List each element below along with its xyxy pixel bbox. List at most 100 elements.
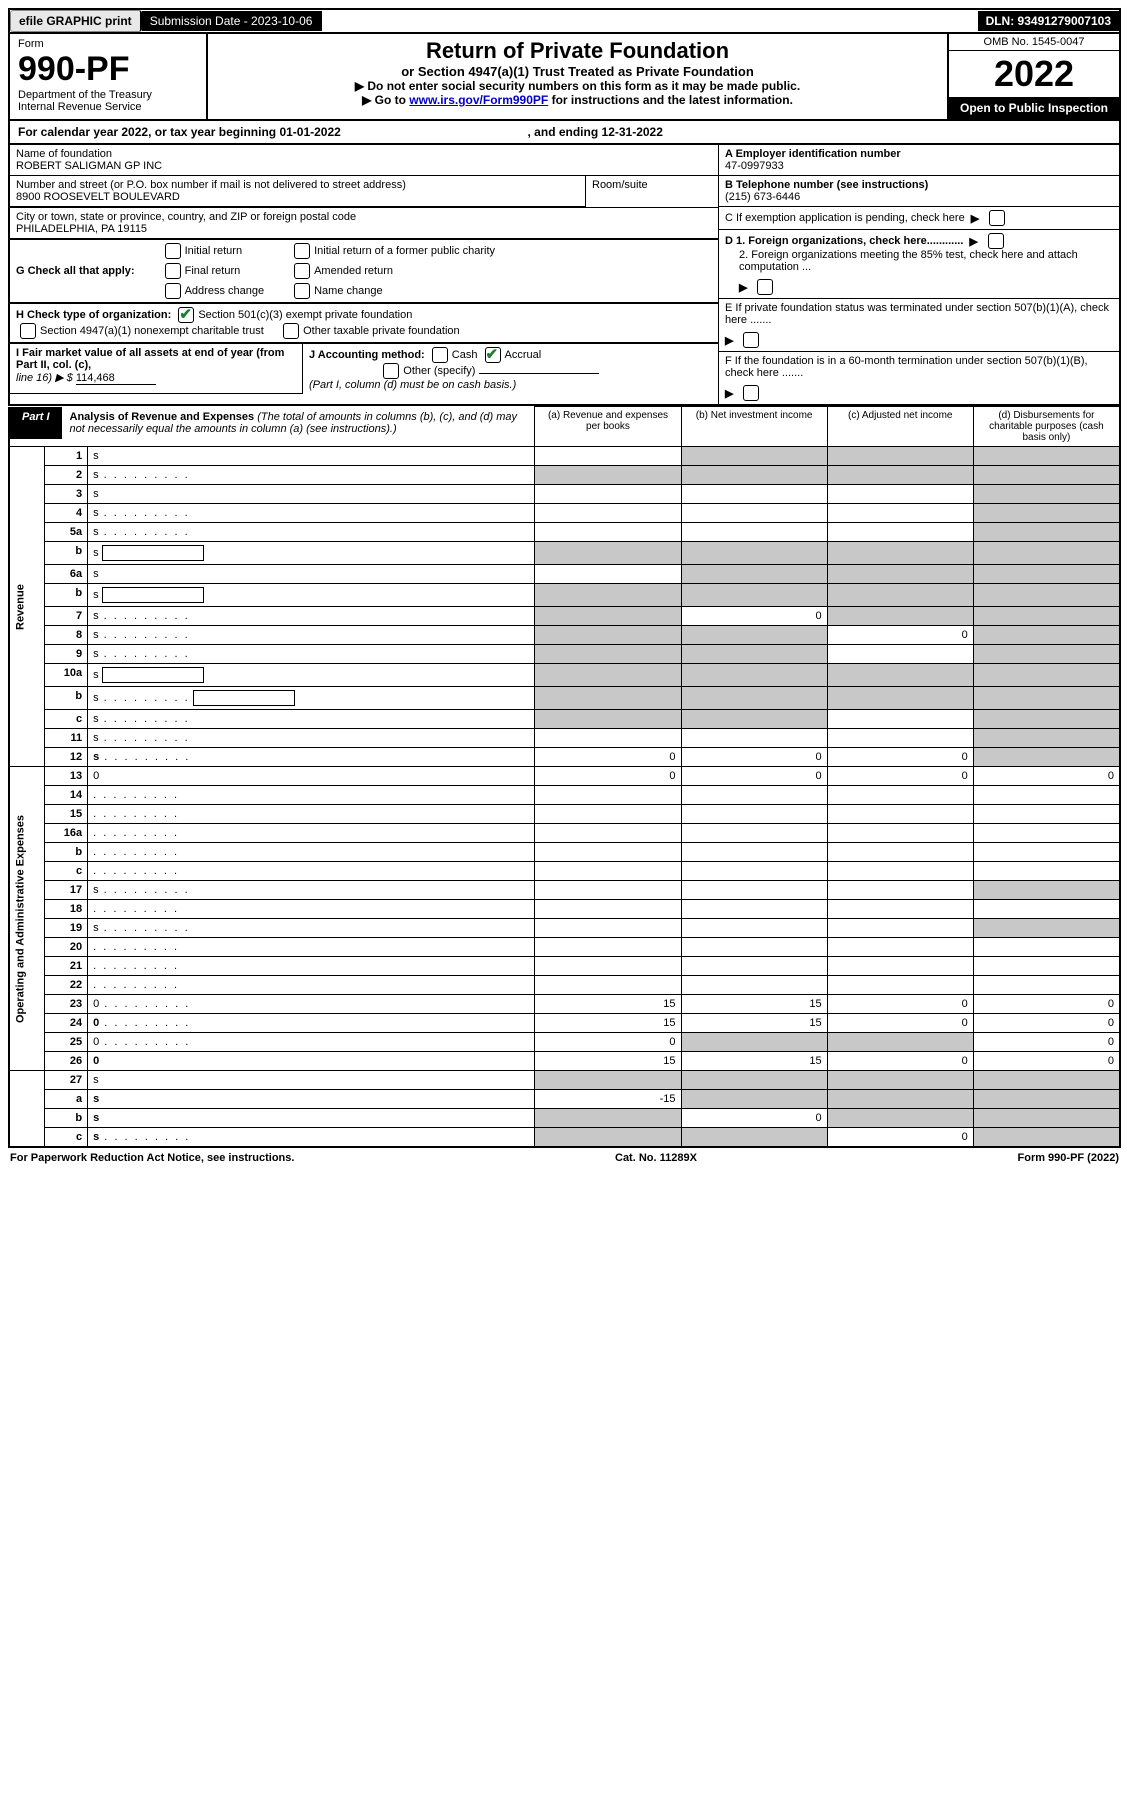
chk-address-change[interactable]: [165, 283, 181, 299]
line-number: 25: [44, 1033, 88, 1052]
amount-cell: [827, 1090, 973, 1109]
amount-cell: [827, 938, 973, 957]
dept-treasury: Department of the Treasury: [18, 89, 198, 101]
j-cash: Cash: [452, 349, 478, 361]
table-row: bs: [9, 687, 1120, 710]
amount-cell: [535, 729, 681, 748]
chk-f[interactable]: [743, 385, 759, 401]
chk-d1[interactable]: [988, 233, 1004, 249]
amount-cell: [681, 938, 827, 957]
line-description: s: [88, 664, 535, 687]
addr-label: Number and street (or P.O. box number if…: [16, 179, 579, 191]
chk-4947[interactable]: [20, 323, 36, 339]
goto-note: ▶ Go to www.irs.gov/Form990PF for instru…: [218, 93, 937, 107]
amount-cell: [681, 786, 827, 805]
chk-final-return[interactable]: [165, 263, 181, 279]
table-row: bs: [9, 584, 1120, 607]
table-row: 11s: [9, 729, 1120, 748]
line-description: s: [88, 919, 535, 938]
table-row: 21: [9, 957, 1120, 976]
line-description: [88, 862, 535, 881]
line-number: 3: [44, 485, 88, 504]
tel-value: (215) 673-6446: [725, 191, 800, 203]
chk-cash[interactable]: [432, 347, 448, 363]
j-accrual: Accrual: [505, 349, 542, 361]
line-description: [88, 786, 535, 805]
chk-initial-former[interactable]: [294, 243, 310, 259]
chk-e[interactable]: [743, 332, 759, 348]
d1-label: D 1. Foreign organizations, check here..…: [725, 235, 963, 247]
fmv-value: 114,468: [76, 372, 156, 385]
amount-cell: [973, 748, 1120, 767]
line-description: 0: [88, 767, 535, 786]
chk-other-method[interactable]: [383, 363, 399, 379]
amount-cell: [973, 786, 1120, 805]
h-opt1: Section 501(c)(3) exempt private foundat…: [198, 309, 412, 321]
opt-final: Final return: [185, 265, 241, 277]
chk-c[interactable]: [989, 210, 1005, 226]
amount-cell: [973, 729, 1120, 748]
amount-cell: [973, 1090, 1120, 1109]
irs-link[interactable]: www.irs.gov/Form990PF: [409, 93, 548, 107]
blank-sidelabel: [9, 1071, 44, 1148]
amount-cell: [973, 584, 1120, 607]
amount-cell: 0: [973, 1033, 1120, 1052]
line-description: s: [88, 504, 535, 523]
table-row: Revenue1s: [9, 447, 1120, 466]
table-row: 240151500: [9, 1014, 1120, 1033]
line-number: 14: [44, 786, 88, 805]
amount-cell: [535, 466, 681, 485]
chk-accrual[interactable]: [485, 347, 501, 363]
table-row: 27s: [9, 1071, 1120, 1090]
name-label: Name of foundation: [16, 148, 712, 160]
line-number: c: [44, 862, 88, 881]
e-label: E If private foundation status was termi…: [725, 302, 1113, 326]
amount-cell: 15: [535, 1014, 681, 1033]
amount-cell: [681, 824, 827, 843]
amount-cell: [973, 542, 1120, 565]
chk-name-change[interactable]: [294, 283, 310, 299]
chk-d2[interactable]: [757, 279, 773, 295]
amount-cell: 0: [827, 1052, 973, 1071]
table-row: 2s: [9, 466, 1120, 485]
amount-cell: [973, 805, 1120, 824]
amount-cell: 0: [827, 626, 973, 645]
chk-501c3[interactable]: [178, 307, 194, 323]
line-description: s: [88, 748, 535, 767]
amount-cell: [681, 645, 827, 664]
amount-cell: [973, 938, 1120, 957]
efile-print-button[interactable]: efile GRAPHIC print: [10, 10, 142, 32]
chk-initial-return[interactable]: [165, 243, 181, 259]
table-row: 230151500: [9, 995, 1120, 1014]
chk-other-taxable[interactable]: [283, 323, 299, 339]
table-row: 15: [9, 805, 1120, 824]
amount-cell: [827, 664, 973, 687]
amount-cell: [973, 687, 1120, 710]
amount-cell: 0: [535, 1033, 681, 1052]
line-description: s: [88, 710, 535, 729]
amount-cell: [973, 1109, 1120, 1128]
f-label: F If the foundation is in a 60-month ter…: [725, 355, 1113, 379]
line-description: [88, 938, 535, 957]
amount-cell: [827, 976, 973, 995]
tax-year: 2022: [949, 51, 1119, 97]
amount-cell: [827, 466, 973, 485]
h-label: H Check type of organization:: [16, 309, 171, 321]
line-number: b: [44, 687, 88, 710]
amount-cell: [973, 900, 1120, 919]
amount-cell: 0: [973, 995, 1120, 1014]
header-left: Form 990-PF Department of the Treasury I…: [10, 34, 208, 119]
amount-cell: [535, 805, 681, 824]
amount-cell: 0: [535, 767, 681, 786]
part1-table: Part I Analysis of Revenue and Expenses …: [8, 406, 1121, 1148]
amount-cell: [973, 504, 1120, 523]
cal-begin: For calendar year 2022, or tax year begi…: [18, 125, 341, 139]
amount-cell: [827, 1109, 973, 1128]
table-row: 260151500: [9, 1052, 1120, 1071]
table-row: bs: [9, 542, 1120, 565]
chk-amended[interactable]: [294, 263, 310, 279]
amount-cell: [535, 645, 681, 664]
line-description: [88, 843, 535, 862]
table-row: 22: [9, 976, 1120, 995]
amount-cell: [827, 843, 973, 862]
